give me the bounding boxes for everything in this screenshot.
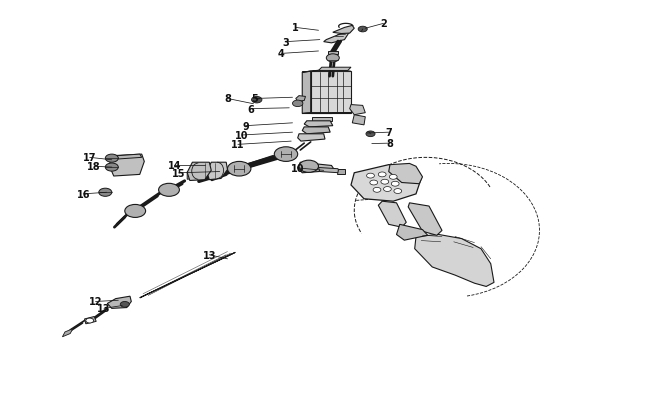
Polygon shape bbox=[298, 134, 325, 142]
Circle shape bbox=[391, 182, 399, 187]
Polygon shape bbox=[109, 155, 144, 177]
Circle shape bbox=[252, 97, 262, 104]
Polygon shape bbox=[302, 72, 311, 114]
Text: 8: 8 bbox=[387, 139, 393, 149]
Circle shape bbox=[326, 55, 339, 63]
Circle shape bbox=[99, 189, 112, 197]
Polygon shape bbox=[333, 26, 354, 34]
Circle shape bbox=[159, 184, 179, 197]
Polygon shape bbox=[351, 165, 421, 202]
Circle shape bbox=[389, 175, 397, 180]
Circle shape bbox=[358, 27, 367, 33]
Circle shape bbox=[227, 162, 251, 177]
Text: 17: 17 bbox=[83, 153, 96, 163]
Polygon shape bbox=[296, 96, 306, 102]
Polygon shape bbox=[187, 172, 192, 180]
Text: 8: 8 bbox=[224, 94, 231, 104]
Circle shape bbox=[125, 205, 146, 218]
Text: 1: 1 bbox=[292, 23, 299, 33]
Polygon shape bbox=[415, 235, 494, 287]
Text: 14: 14 bbox=[168, 160, 181, 170]
Circle shape bbox=[274, 147, 298, 162]
Circle shape bbox=[105, 164, 118, 172]
Text: 3: 3 bbox=[283, 38, 289, 47]
Polygon shape bbox=[337, 169, 344, 174]
Text: 18: 18 bbox=[88, 162, 101, 172]
Polygon shape bbox=[312, 117, 332, 121]
Circle shape bbox=[384, 187, 391, 192]
Polygon shape bbox=[408, 203, 442, 236]
Polygon shape bbox=[302, 70, 351, 73]
Polygon shape bbox=[302, 128, 330, 134]
Text: 4: 4 bbox=[278, 49, 285, 59]
Text: 10: 10 bbox=[235, 131, 248, 141]
Text: 11: 11 bbox=[231, 140, 244, 150]
Text: 5: 5 bbox=[252, 94, 258, 104]
Circle shape bbox=[120, 302, 129, 307]
Text: 15: 15 bbox=[172, 168, 185, 178]
Text: 6: 6 bbox=[248, 104, 254, 114]
Circle shape bbox=[299, 161, 318, 173]
Circle shape bbox=[366, 132, 375, 137]
Polygon shape bbox=[302, 113, 351, 114]
Polygon shape bbox=[140, 253, 235, 298]
Polygon shape bbox=[378, 202, 406, 228]
Text: 10: 10 bbox=[291, 164, 304, 173]
Polygon shape bbox=[350, 105, 365, 115]
Polygon shape bbox=[84, 317, 96, 324]
Text: 13: 13 bbox=[203, 250, 216, 260]
Text: 13: 13 bbox=[98, 304, 111, 313]
Polygon shape bbox=[62, 329, 73, 337]
Circle shape bbox=[373, 188, 381, 193]
Circle shape bbox=[394, 189, 402, 194]
Text: 12: 12 bbox=[89, 297, 102, 307]
Polygon shape bbox=[396, 225, 428, 241]
Polygon shape bbox=[117, 155, 142, 160]
Polygon shape bbox=[187, 163, 211, 181]
Circle shape bbox=[292, 101, 303, 107]
Text: 7: 7 bbox=[385, 128, 392, 138]
Polygon shape bbox=[328, 51, 338, 55]
Polygon shape bbox=[318, 168, 339, 173]
Text: 9: 9 bbox=[242, 122, 249, 131]
Polygon shape bbox=[298, 163, 335, 173]
Polygon shape bbox=[318, 68, 351, 71]
Polygon shape bbox=[352, 115, 365, 126]
Circle shape bbox=[378, 173, 386, 177]
Polygon shape bbox=[389, 164, 422, 184]
Polygon shape bbox=[107, 296, 131, 309]
Circle shape bbox=[370, 181, 378, 185]
Text: 2: 2 bbox=[380, 19, 387, 29]
Polygon shape bbox=[324, 32, 350, 44]
Text: 16: 16 bbox=[77, 190, 90, 199]
Polygon shape bbox=[311, 72, 351, 113]
Circle shape bbox=[105, 155, 118, 163]
Polygon shape bbox=[304, 122, 333, 128]
Circle shape bbox=[381, 180, 389, 185]
Circle shape bbox=[367, 174, 374, 179]
Circle shape bbox=[86, 318, 94, 323]
Polygon shape bbox=[207, 163, 228, 180]
